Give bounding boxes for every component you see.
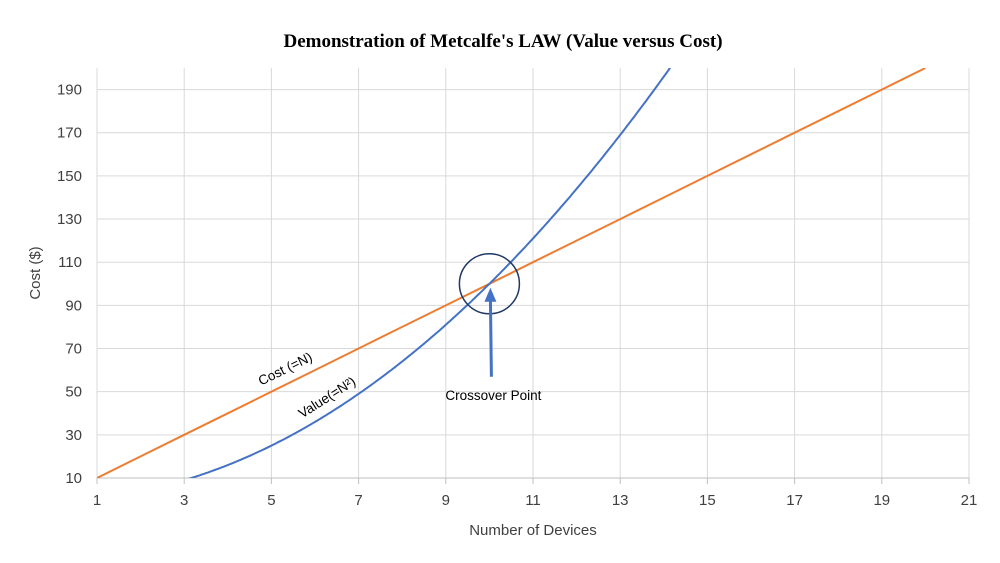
cost-series-label: Cost (=N) — [256, 349, 315, 388]
cost-series-line — [97, 68, 926, 478]
x-tick-label: 7 — [354, 492, 362, 509]
y-tick-label: 50 — [65, 384, 82, 401]
y-tick-label: 10 — [65, 470, 82, 487]
x-tick-label: 15 — [699, 492, 716, 509]
x-axis-title: Number of Devices — [469, 522, 597, 539]
y-axis-title: Cost ($) — [27, 246, 44, 299]
y-tick-label: 190 — [57, 82, 82, 99]
y-tick-label: 30 — [65, 427, 82, 444]
grid — [96, 68, 970, 484]
y-tick-label: 90 — [65, 297, 82, 314]
x-tick-label: 17 — [786, 492, 803, 509]
crossover-arrow-shaft — [488, 297, 493, 377]
value-series-line — [187, 68, 672, 478]
x-axis-ticks: 1 3 5 7 9 11 13 15 17 19 21 — [93, 492, 978, 509]
y-tick-label: 170 — [57, 125, 82, 142]
crossover-label: Crossover Point — [445, 388, 541, 403]
crossover-arrowhead — [484, 287, 497, 302]
x-tick-label: 3 — [180, 492, 188, 509]
y-tick-label: 110 — [58, 254, 82, 271]
x-tick-label: 5 — [267, 492, 275, 509]
y-axis-ticks: 10 30 50 70 90 110 130 150 170 190 — [57, 82, 82, 487]
x-tick-label: 1 — [93, 492, 101, 509]
x-tick-label: 21 — [961, 492, 978, 509]
x-tick-label: 19 — [873, 492, 890, 509]
x-tick-label: 9 — [442, 492, 450, 509]
y-tick-label: 150 — [57, 168, 82, 185]
y-tick-label: 70 — [65, 341, 82, 358]
x-tick-label: 11 — [525, 492, 541, 509]
chart-title: Demonstration of Metcalfe's LAW (Value v… — [283, 31, 722, 52]
series-layer — [97, 68, 926, 478]
y-tick-label: 130 — [57, 211, 82, 228]
x-tick-label: 13 — [612, 492, 629, 509]
